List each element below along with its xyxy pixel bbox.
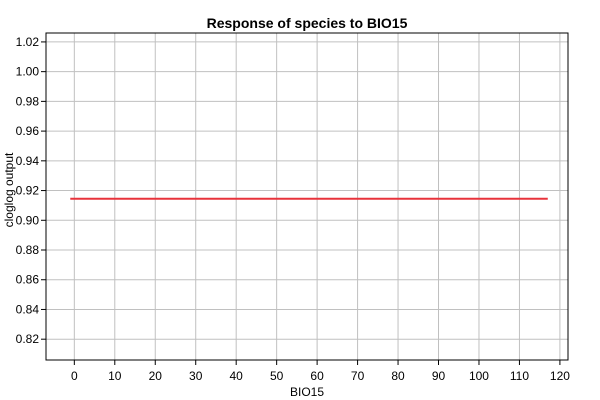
x-tick-label: 0	[71, 369, 78, 383]
x-tick-label: 50	[270, 369, 284, 383]
y-tick-label: 0.90	[16, 213, 40, 227]
y-tick-label: 0.82	[16, 332, 40, 346]
axis-ticks: 0 10 20 30 40 50 60 70 80 90 100 110 120 0.82 0.84 0.86…	[16, 35, 571, 383]
x-tick-label: 60	[310, 369, 324, 383]
x-tick-label: 80	[391, 369, 405, 383]
x-tick-label: 90	[432, 369, 446, 383]
x-tick-label: 30	[189, 369, 203, 383]
x-tick-label: 100	[469, 369, 489, 383]
x-tick-label: 70	[351, 369, 365, 383]
y-tick-label: 0.88	[16, 243, 40, 257]
y-tick-label: 0.86	[16, 273, 40, 287]
y-axis-label: cloglog output	[2, 152, 16, 227]
y-tick-label: 0.96	[16, 124, 40, 138]
y-tick-label: 1.02	[16, 35, 40, 49]
x-tick-label: 120	[550, 369, 570, 383]
plot-frame	[45, 32, 569, 361]
y-tick-label: 0.94	[16, 154, 40, 168]
x-tick-label: 110	[510, 369, 529, 383]
x-tick-label: 10	[108, 369, 122, 383]
y-tick-label: 0.84	[16, 302, 40, 316]
y-tick-label: 1.00	[16, 65, 40, 79]
x-tick-label: 40	[230, 369, 244, 383]
grid	[46, 33, 568, 360]
x-axis-label: BIO15	[290, 385, 324, 399]
y-tick-label: 0.92	[16, 184, 40, 198]
chart-title: Response of species to BIO15	[207, 15, 408, 31]
y-tick-label: 0.98	[16, 94, 40, 108]
x-tick-label: 20	[149, 369, 163, 383]
